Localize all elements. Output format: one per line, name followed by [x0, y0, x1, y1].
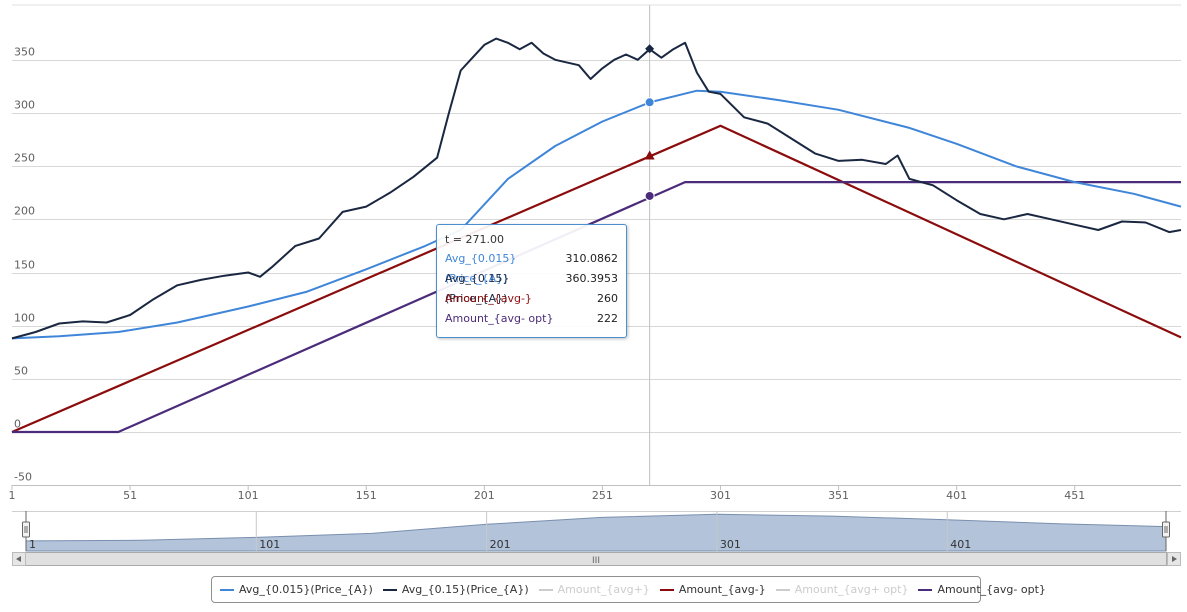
data-point-marker [644, 97, 655, 108]
x-tick-label: 401 [946, 489, 967, 502]
tooltip-value: 360.3953 [565, 272, 619, 285]
tooltip-label: Avg_{0.015}(Price_{A}) [445, 252, 517, 285]
legend-swatch [918, 588, 933, 591]
tooltip-row: Avg_{0.15}(Price_{A}) 360.3953 [445, 269, 619, 305]
legend-item-amount-avg-minus-opt[interactable]: Amount_{avg- opt} [918, 583, 1046, 596]
y-tick-label: 350 [14, 46, 35, 59]
legend-label: Avg_{0.015}(Price_{A}) [239, 583, 373, 596]
tooltip-title: t = 271.00 [445, 233, 505, 246]
tooltip-value: 260 [597, 292, 618, 305]
legend-label: Amount_{avg- opt} [937, 583, 1046, 596]
x-tick-label: 301 [710, 489, 731, 502]
legend-swatch [382, 588, 397, 591]
legend-swatch [659, 588, 674, 591]
x-tick-label: 451 [1064, 489, 1085, 502]
y-tick-label: -50 [14, 471, 32, 484]
legend-label: Amount_{avg-} [678, 583, 766, 596]
legend-label: Amount_{avg+ opt} [794, 583, 909, 596]
hover-markers [644, 44, 655, 201]
tooltip-row: Amount_{avg- opt} 222 [445, 309, 618, 329]
y-axis-labels: -50 0 50 100 150 200 250 300 350 [14, 46, 35, 484]
legend-swatch [220, 588, 234, 591]
y-tick-label: 0 [14, 418, 21, 431]
navigator-tick-label: 201 [490, 538, 511, 551]
legend-item-amount-avg-minus[interactable]: Amount_{avg-} [659, 583, 766, 596]
tooltip-value: 222 [597, 312, 618, 325]
scrollbar[interactable]: III [12, 552, 1181, 567]
tooltip: t = 271.00 Avg_{0.015}(Price_{A}) 310.08… [436, 224, 627, 338]
series-line [11, 37, 1182, 340]
data-point-marker [644, 190, 655, 201]
navigator-tick-label: 1 [29, 538, 36, 551]
y-tick-label: 100 [14, 312, 35, 325]
tooltip-row: Amount_{avg-} 260 [445, 289, 618, 309]
tooltip-label: Amount_{avg-} [445, 292, 532, 305]
data-point-marker [644, 150, 655, 160]
navigator[interactable]: 1 101 201 301 401 [12, 511, 1181, 552]
legend-swatch [775, 588, 790, 591]
legend-label: Avg_{0.15}(Price_{A}) [401, 583, 529, 596]
legend-swatch [538, 588, 553, 591]
navigator-handle[interactable] [22, 521, 30, 538]
data-point-marker [645, 44, 655, 54]
navigator-tick-label: 301 [720, 538, 741, 551]
series-line [12, 181, 1181, 434]
y-tick-label: 250 [14, 152, 35, 165]
y-tick-label: 150 [14, 259, 35, 272]
x-axis: 1 51 101 151 201 251 301 351 401 451 [9, 485, 1181, 502]
x-tick-label: 51 [123, 489, 137, 502]
tooltip-label: Amount_{avg- opt} [445, 312, 554, 325]
y-tick-label: 200 [14, 205, 35, 218]
navigator-area [25, 513, 1167, 552]
y-tick-label: 50 [14, 365, 28, 378]
tooltip-row: Avg_{0.015}(Price_{A}) 310.0862 [445, 249, 619, 285]
series-line [11, 124, 1182, 434]
x-tick-label: 251 [592, 489, 613, 502]
x-tick-label: 151 [356, 489, 377, 502]
tooltip-label: Avg_{0.15}(Price_{A}) [445, 272, 510, 305]
navigator-tick-label: 101 [259, 538, 280, 551]
x-tick-label: 101 [238, 489, 259, 502]
legend-item-amount-avg-plus-opt[interactable]: Amount_{avg+ opt} [775, 583, 909, 596]
legend: Avg_{0.015}(Price_{A}) Avg_{0.15}(Price_… [211, 576, 1046, 603]
y-tick-label: 300 [14, 99, 35, 112]
x-tick-label: 351 [828, 489, 849, 502]
legend-item-avg-0015[interactable]: Avg_{0.015}(Price_{A}) [220, 583, 373, 596]
legend-item-amount-avg-plus[interactable]: Amount_{avg+} [538, 583, 650, 596]
series-line [11, 89, 1182, 340]
scrollbar-grip-icon: III [592, 556, 600, 566]
legend-item-avg-015[interactable]: Avg_{0.15}(Price_{A}) [382, 583, 529, 596]
x-tick-label: 201 [474, 489, 495, 502]
series-layer [11, 37, 1182, 434]
navigator-tick-label: 401 [950, 538, 971, 551]
arrow-left-icon [16, 556, 21, 562]
arrow-right-icon [1172, 556, 1177, 562]
tooltip-value: 310.0862 [565, 252, 619, 265]
navigator-handle[interactable] [1162, 521, 1170, 538]
x-tick-label: 1 [9, 489, 16, 502]
legend-label: Amount_{avg+} [557, 583, 650, 596]
